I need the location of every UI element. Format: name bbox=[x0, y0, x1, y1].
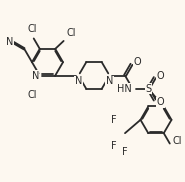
Text: HN: HN bbox=[117, 84, 132, 94]
Text: S: S bbox=[145, 84, 151, 94]
Text: Cl: Cl bbox=[172, 136, 182, 146]
Text: F: F bbox=[111, 141, 117, 151]
Text: O: O bbox=[134, 57, 141, 67]
Text: O: O bbox=[157, 70, 164, 80]
Text: Cl: Cl bbox=[67, 28, 76, 38]
Text: F: F bbox=[111, 115, 117, 125]
Text: Cl: Cl bbox=[27, 24, 37, 34]
Text: O: O bbox=[157, 97, 164, 107]
Text: N: N bbox=[6, 37, 13, 47]
Text: N: N bbox=[106, 76, 113, 86]
Text: F: F bbox=[122, 147, 128, 157]
Text: N: N bbox=[75, 76, 82, 86]
Text: Cl: Cl bbox=[27, 90, 37, 100]
Text: N: N bbox=[32, 70, 39, 80]
